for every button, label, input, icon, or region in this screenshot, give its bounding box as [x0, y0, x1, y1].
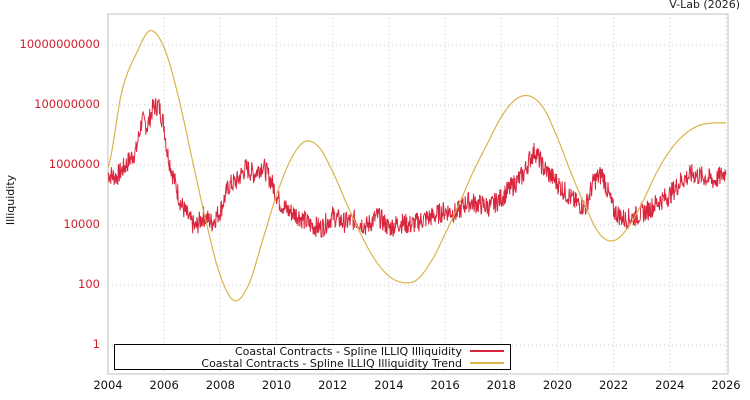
y-tick-label: 100	[78, 277, 100, 291]
legend-item-trend: Coastal Contracts - Spline ILLIQ Illiqui…	[201, 356, 504, 370]
x-tick-label: 2006	[149, 378, 179, 392]
y-tick-label: 100000000	[34, 97, 100, 111]
x-tick-label: 2016	[430, 378, 460, 392]
x-tick-label: 2004	[93, 378, 123, 392]
y-tick-label: 1000000	[48, 157, 100, 171]
y-tick-label: 1	[92, 337, 100, 351]
x-tick-label: 2020	[542, 378, 573, 392]
illiquidity-series-line	[107, 97, 727, 238]
x-tick-label: 2012	[318, 378, 348, 392]
x-tick-label: 2014	[374, 378, 404, 392]
legend-item-series: Coastal Contracts - Spline ILLIQ Illiqui…	[235, 344, 504, 358]
x-tick-label: 2010	[261, 378, 292, 392]
legend-swatch-trend	[470, 362, 504, 364]
plot-frame	[107, 13, 729, 375]
x-tick-label: 2026	[711, 378, 741, 392]
x-tick-label: 2018	[486, 378, 516, 392]
source-credit: V-Lab (2026)	[669, 0, 740, 11]
chart-legend: Coastal Contracts - Spline ILLIQ Illiqui…	[114, 344, 511, 370]
y-tick-label: 10000000000	[19, 37, 100, 51]
illiquidity-trend-line	[107, 29, 727, 302]
legend-label-trend: Coastal Contracts - Spline ILLIQ Illiqui…	[201, 356, 462, 370]
legend-swatch-series	[470, 350, 504, 352]
x-tick-label: 2008	[205, 378, 235, 392]
x-tick-label: 2024	[655, 378, 685, 392]
y-tick-label: 10000	[63, 217, 100, 231]
legend-label-series: Coastal Contracts - Spline ILLIQ Illiqui…	[235, 344, 462, 358]
x-tick-label: 2022	[598, 378, 629, 392]
